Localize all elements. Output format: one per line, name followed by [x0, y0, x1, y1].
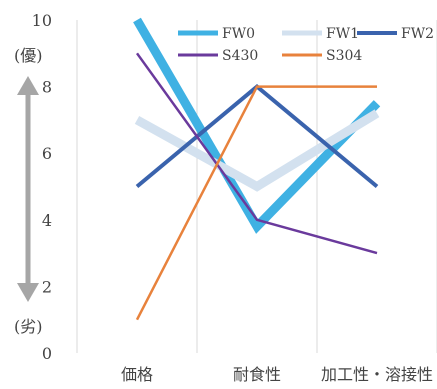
series-line-s430 — [135, 52, 378, 255]
legend-label-s304: S304 — [326, 48, 362, 64]
category-gridlines — [76, 20, 437, 353]
legend-label-fw1: FW1 — [326, 26, 359, 42]
y-tick-label: 6 — [42, 144, 52, 163]
quality-arrow — [17, 76, 39, 302]
y-tick-label: 10 — [32, 11, 52, 30]
series-line-fw1 — [134, 109, 380, 192]
x-axis-categories: 価格 耐食性 加工性・溶接性 — [121, 365, 433, 384]
x-category-label: 加工性・溶接性 — [321, 365, 433, 384]
y-tick-label: 0 — [42, 344, 52, 363]
y-top-annotation: (優) — [14, 46, 43, 65]
arrow-head-down — [17, 283, 39, 302]
y-bottom-annotation: (劣) — [14, 317, 43, 336]
series-line-s304 — [135, 85, 377, 321]
y-tick-label: 4 — [42, 211, 52, 230]
y-tick-label: 8 — [42, 78, 52, 97]
series-line-fw0 — [133, 17, 381, 234]
series-lines — [133, 17, 381, 321]
arrow-head-up — [17, 76, 39, 95]
legend-label-fw2: FW2 — [401, 26, 434, 42]
y-tick-label: 2 — [42, 277, 52, 296]
legend-label-fw0: FW0 — [222, 26, 255, 42]
y-axis-ticks: 0 2 4 6 8 10 — [32, 11, 52, 363]
legend-label-s430: S430 — [222, 48, 258, 64]
x-category-label: 耐食性 — [233, 365, 281, 384]
x-category-label: 価格 — [121, 365, 153, 384]
chart-legend: FW0 FW1 FW2 S430 S304 — [178, 26, 434, 64]
